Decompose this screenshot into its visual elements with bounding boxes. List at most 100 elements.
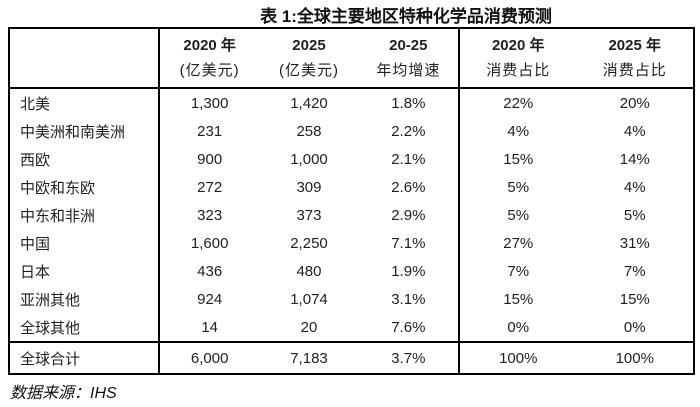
values-section: 323 373 2.9% — [160, 201, 460, 229]
region-label: 北美 — [10, 89, 160, 117]
table-row: 全球其他 14 20 7.6% 0% 0% — [10, 313, 693, 341]
value-2020: 14 — [201, 318, 218, 336]
value-2020: 6,000 — [190, 349, 229, 367]
shares-section: 0% 0% — [460, 313, 693, 341]
value-2025: 309 — [296, 178, 322, 196]
table-row: 中欧和东欧 272 309 2.6% 5% 4% — [10, 173, 693, 201]
value-2020: 1,300 — [190, 94, 229, 112]
values-section: 272 309 2.6% — [160, 173, 460, 201]
value-share-2025: 4% — [623, 178, 646, 196]
shares-section: 15% 14% — [460, 145, 693, 173]
header-line1: 2020 年 — [491, 37, 545, 54]
value-2020: 323 — [197, 206, 223, 224]
value-share-2025: 20% — [619, 94, 650, 112]
header-line1: 20-25 — [389, 37, 428, 54]
value-growth: 1.9% — [391, 262, 426, 280]
value-share-2020: 100% — [499, 349, 538, 367]
value-share-2020: 4% — [507, 122, 530, 140]
header-line2: 消费占比 — [486, 62, 551, 79]
header-line1: 2020 年 — [183, 37, 236, 54]
header-2020-usd: 2020 年 (亿美元) — [160, 33, 259, 83]
value-2025: 373 — [296, 206, 322, 224]
header-line2: 消费占比 — [602, 62, 667, 79]
value-growth: 7.6% — [391, 318, 426, 336]
region-label: 全球其他 — [10, 313, 160, 341]
header-2025-share: 2025 年 消费占比 — [577, 33, 694, 83]
table-header-row: 2020 年 (亿美元) 2025 (亿美元) 20-25 年均增速 2020 … — [10, 29, 693, 89]
value-growth: 1.8% — [391, 94, 426, 112]
header-line2: (亿美元) — [179, 62, 240, 79]
values-section: 900 1,000 2.1% — [160, 145, 460, 173]
data-source-note: 数据来源：IHS — [10, 385, 117, 402]
value-growth: 3.7% — [391, 349, 426, 367]
shares-section: 4% 4% — [460, 117, 693, 145]
table-row: 中国 1,600 2,250 7.1% 27% 31% — [10, 229, 693, 257]
value-share-2025: 14% — [619, 150, 650, 168]
table-row: 亚洲其他 924 1,074 3.1% 15% 15% — [10, 285, 693, 313]
value-2025: 1,000 — [290, 150, 328, 168]
region-label: 亚洲其他 — [10, 285, 160, 313]
table-title: 表 1:全球主要地区特种化学品消费预测 — [260, 7, 552, 26]
value-share-2025: 5% — [623, 206, 646, 224]
value-share-2020: 5% — [507, 178, 530, 196]
value-2025: 480 — [296, 262, 322, 280]
table-row: 日本 436 480 1.9% 7% 7% — [10, 257, 693, 285]
value-growth: 2.9% — [391, 206, 426, 224]
values-section: 1,300 1,420 1.8% — [160, 89, 460, 117]
value-2025: 258 — [296, 122, 322, 140]
values-section: 436 480 1.9% — [160, 257, 460, 285]
region-label: 全球合计 — [10, 343, 160, 373]
value-2025: 20 — [300, 318, 318, 336]
shares-section: 5% 5% — [460, 201, 693, 229]
values-section: 6,000 7,183 3.7% — [160, 343, 460, 373]
value-2020: 272 — [197, 178, 223, 196]
values-section: 231 258 2.2% — [160, 117, 460, 145]
shares-section: 27% 31% — [460, 229, 693, 257]
region-label: 中美洲和南美洲 — [10, 117, 160, 145]
table-row: 北美 1,300 1,420 1.8% 22% 20% — [10, 89, 693, 117]
value-share-2025: 31% — [619, 234, 650, 252]
table-row: 中美洲和南美洲 231 258 2.2% 4% 4% — [10, 117, 693, 145]
table-row: 中东和非洲 323 373 2.9% 5% 5% — [10, 201, 693, 229]
value-growth: 3.1% — [391, 290, 426, 308]
header-line2: (亿美元) — [278, 62, 339, 79]
value-growth: 2.2% — [391, 122, 426, 140]
value-share-2020: 15% — [503, 290, 534, 308]
shares-section: 100% 100% — [460, 343, 693, 373]
value-2020: 231 — [197, 122, 223, 140]
value-2025: 2,250 — [290, 234, 328, 252]
value-2020: 436 — [197, 262, 223, 280]
region-label: 中国 — [10, 229, 160, 257]
value-share-2020: 5% — [507, 206, 530, 224]
value-2025: 7,183 — [290, 349, 328, 367]
value-2020: 1,600 — [190, 234, 229, 252]
value-share-2020: 22% — [503, 94, 534, 112]
value-share-2025: 15% — [619, 290, 650, 308]
region-label: 西欧 — [10, 145, 160, 173]
value-growth: 2.1% — [391, 150, 426, 168]
header-line2: 年均增速 — [376, 62, 441, 79]
shares-section: 22% 20% — [460, 89, 693, 117]
value-2025: 1,074 — [290, 290, 328, 308]
region-label: 中欧和东欧 — [10, 173, 160, 201]
value-share-2020: 7% — [507, 262, 530, 280]
value-2025: 1,420 — [290, 94, 328, 112]
value-share-2020: 0% — [507, 318, 530, 336]
values-section: 1,600 2,250 7.1% — [160, 229, 460, 257]
shares-section: 7% 7% — [460, 257, 693, 285]
header-2020-share: 2020 年 消费占比 — [460, 33, 577, 83]
header-section-shares: 2020 年 消费占比 2025 年 消费占比 — [460, 29, 693, 87]
header-section-values: 2020 年 (亿美元) 2025 (亿美元) 20-25 年均增速 — [160, 29, 460, 87]
value-share-2020: 15% — [503, 150, 534, 168]
value-share-2025: 0% — [623, 318, 646, 336]
header-2025-usd: 2025 (亿美元) — [259, 33, 358, 83]
values-section: 924 1,074 3.1% — [160, 285, 460, 313]
value-share-2025: 7% — [623, 262, 646, 280]
header-region-cell — [10, 29, 160, 87]
header-line1: 2025 年 — [608, 37, 662, 54]
region-label: 中东和非洲 — [10, 201, 160, 229]
value-growth: 7.1% — [391, 234, 426, 252]
value-share-2025: 100% — [615, 349, 654, 367]
region-label: 日本 — [10, 257, 160, 285]
forecast-table: 2020 年 (亿美元) 2025 (亿美元) 20-25 年均增速 2020 … — [8, 27, 695, 375]
